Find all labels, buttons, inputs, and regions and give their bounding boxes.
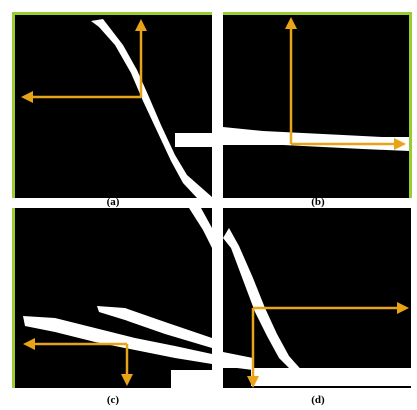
coordinate-axes-icon: [285, 17, 406, 150]
edge-line: [97, 306, 212, 348]
panel-c-drawing: [23, 208, 212, 388]
edge-line: [223, 228, 305, 374]
panel-a-top-border: [12, 12, 212, 15]
caption-c: (c): [106, 394, 120, 406]
panel-a: [15, 15, 212, 198]
edge-line: [175, 133, 212, 147]
panel-c: [15, 208, 212, 388]
edge-line: [223, 127, 409, 151]
panel-b-top-border: [223, 12, 411, 15]
edge-line: [223, 352, 253, 370]
caption-a: (a): [106, 196, 120, 208]
edge-line: [171, 370, 212, 388]
edge-line: [189, 208, 212, 248]
edge-line: [23, 316, 212, 364]
panel-b: [223, 15, 409, 198]
caption-b: (b): [311, 196, 325, 208]
coordinate-axes-icon: [23, 338, 133, 386]
panel-d-drawing: [223, 228, 411, 388]
edge-line: [251, 368, 411, 386]
coordinate-axes-icon: [21, 19, 147, 103]
panel-b-drawing: [223, 17, 409, 151]
panel-b-right-border: [409, 12, 412, 198]
edge-line: [91, 19, 212, 198]
panel-a-left-border: [12, 12, 15, 198]
caption-d: (d): [311, 394, 325, 406]
coordinate-axes-icon: [247, 302, 409, 388]
panel-a-drawing: [21, 19, 212, 198]
panel-c-left-border: [12, 208, 15, 388]
panel-d: [223, 208, 411, 388]
